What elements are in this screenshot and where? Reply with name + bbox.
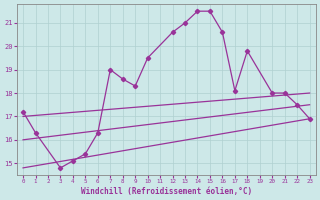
X-axis label: Windchill (Refroidissement éolien,°C): Windchill (Refroidissement éolien,°C) xyxy=(81,187,252,196)
